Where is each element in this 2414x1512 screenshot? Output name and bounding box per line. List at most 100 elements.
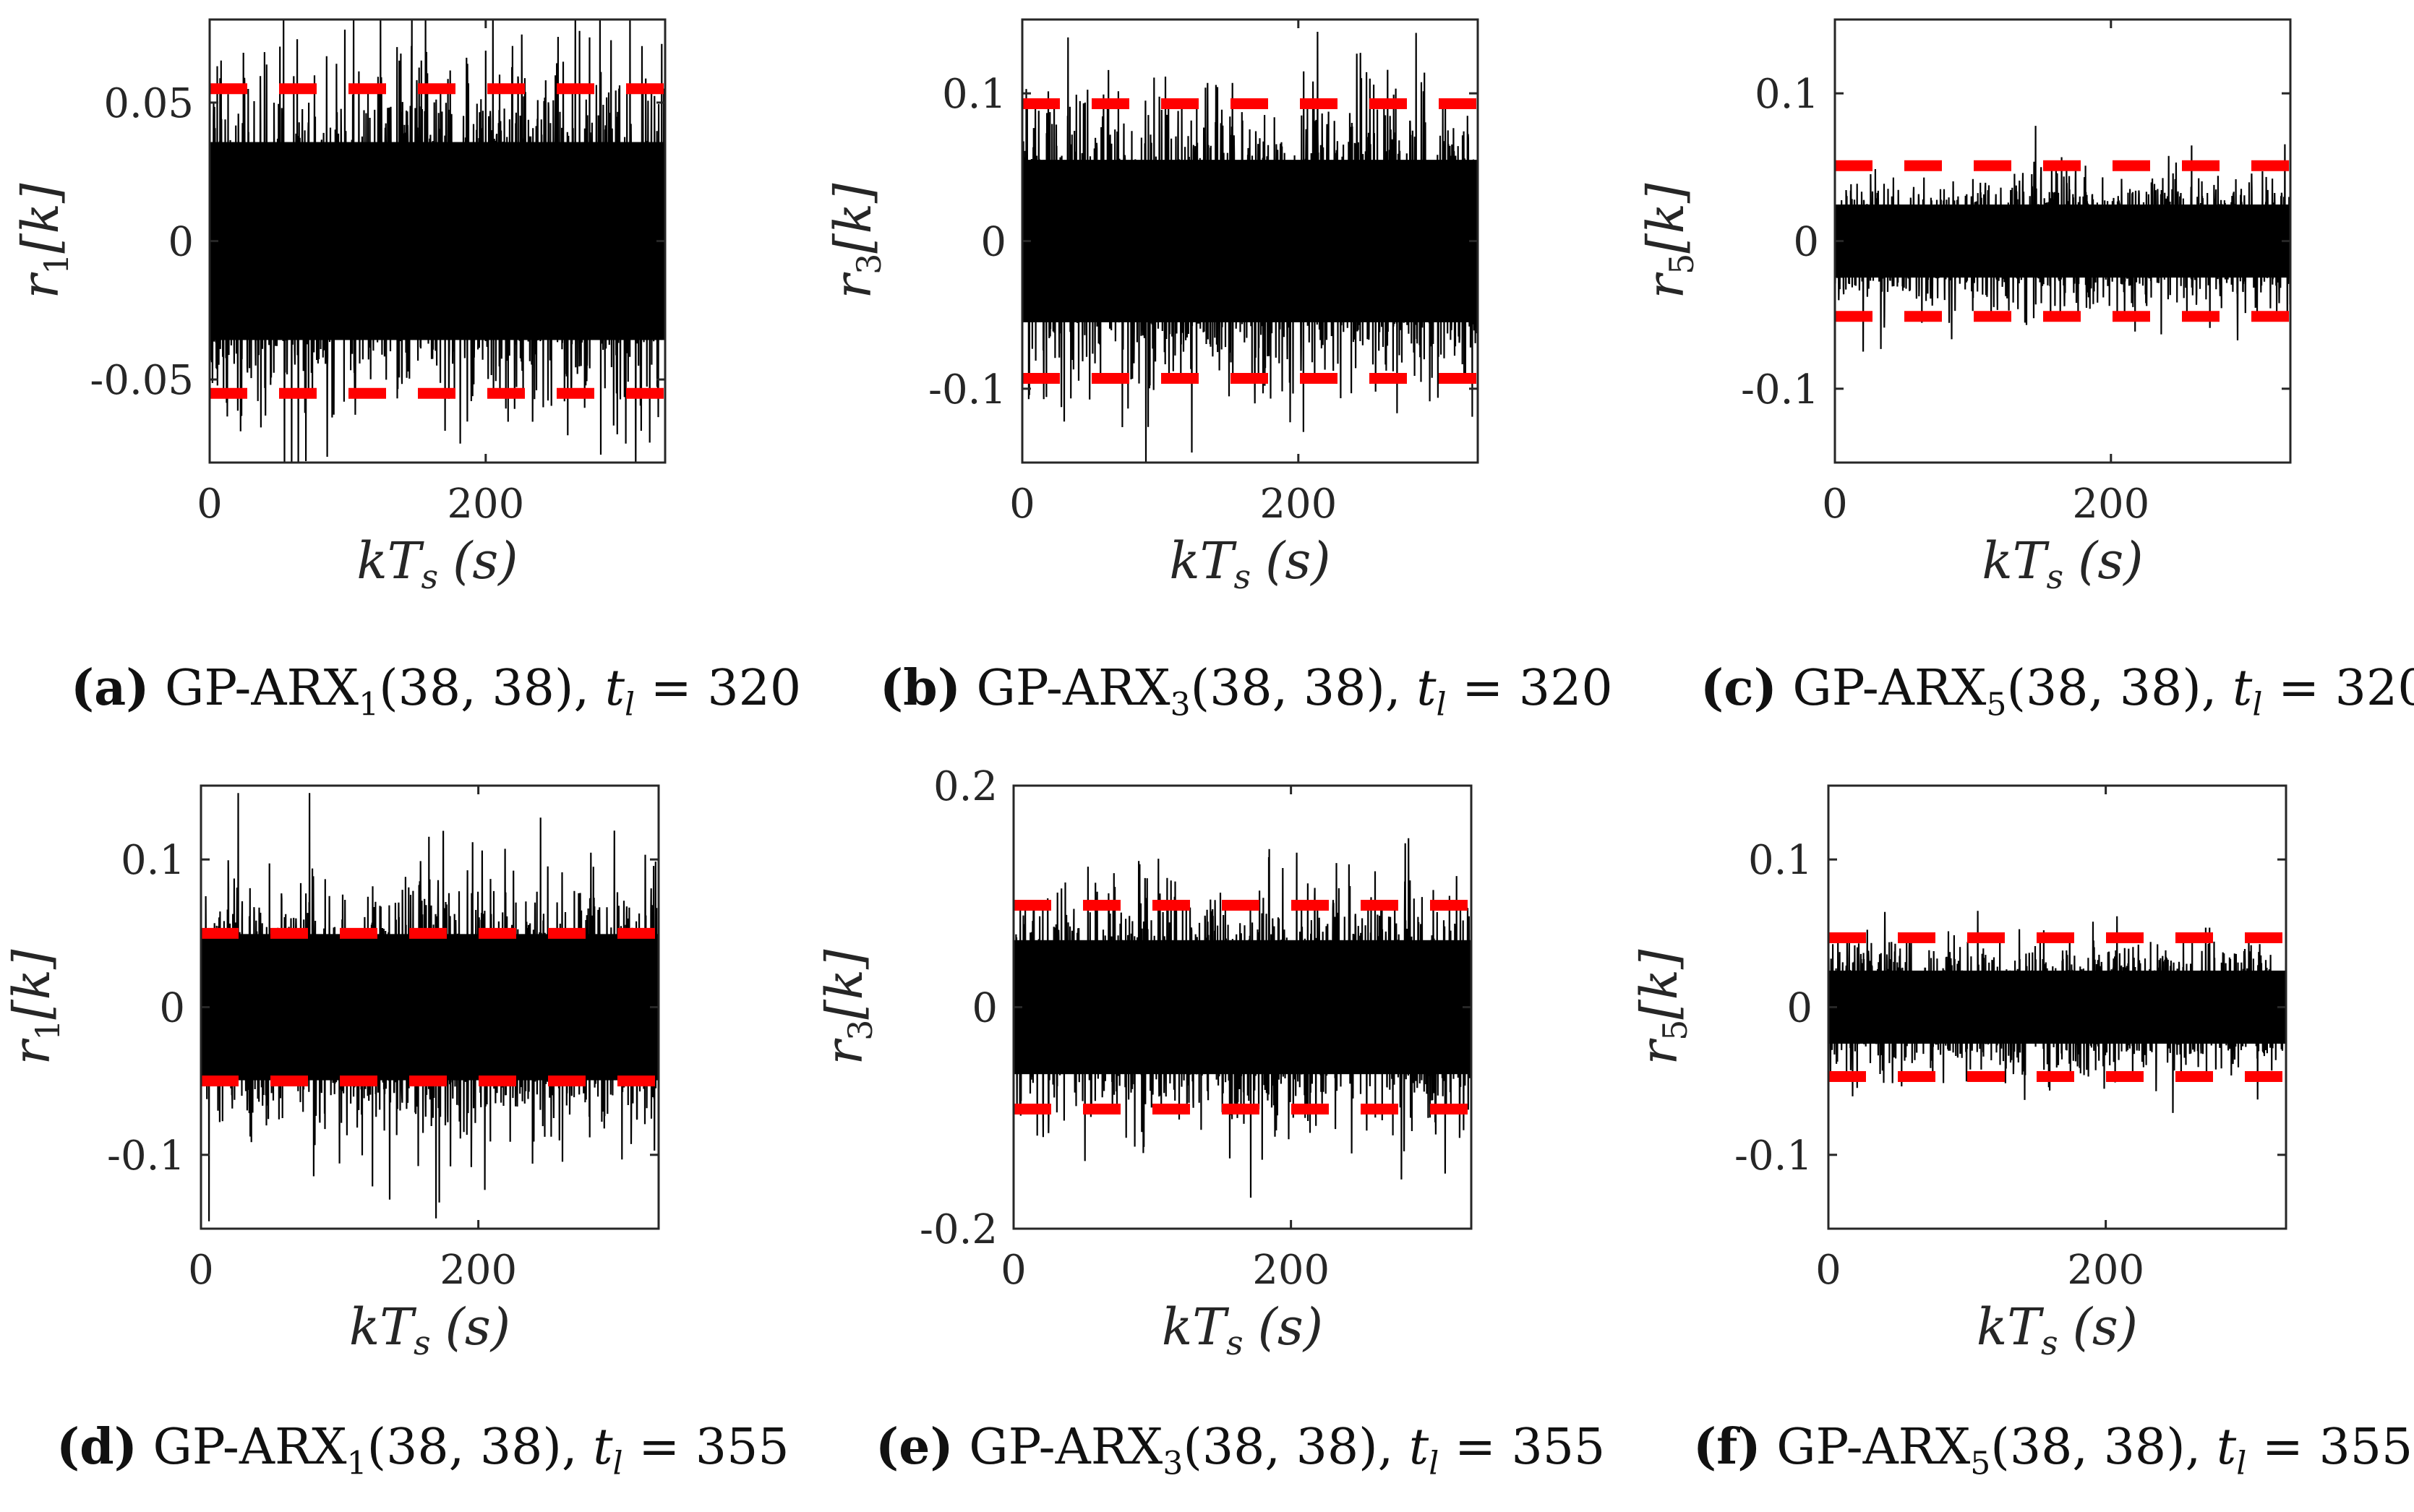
caption-eq: = 320 — [650, 660, 802, 717]
x-tick-label: 0 — [1001, 1247, 1027, 1294]
x-axis-label-sub: s — [2046, 557, 2063, 596]
residual-core — [1022, 160, 1478, 322]
x-axis-label-unit: (s) — [1265, 531, 1331, 590]
plot-data — [1828, 911, 2286, 1113]
caption-eq: = 355 — [2261, 1419, 2413, 1476]
caption-t-sub: l — [2252, 686, 2263, 723]
x-tick-label: 200 — [2067, 1247, 2144, 1294]
y-axis-label-arg: [k] — [2, 949, 61, 1020]
x-axis-label-sub: s — [414, 1323, 431, 1362]
x-axis-label: kTs (s) — [349, 1297, 510, 1362]
y-axis-label-arg: [k] — [11, 183, 70, 254]
y-tick-label: 0 — [972, 985, 998, 1032]
y-axis-label-var: r — [2, 1038, 61, 1065]
y-axis-label-var: r — [823, 272, 883, 298]
plot-data — [201, 793, 659, 1221]
chart-a: 0 200 0.05 0 -0.05 kTs (s) r1[k] — [11, 18, 667, 596]
caption-t: t — [604, 660, 625, 717]
y-tick-label: -0.2 — [920, 1206, 998, 1253]
caption-d: (d) GP-ARX1(38, 38), tl = 355 — [56, 1418, 789, 1482]
caption-t: t — [2233, 660, 2253, 717]
caption-eq: = 355 — [1454, 1419, 1606, 1476]
panel-a: 0 200 0.05 0 -0.05 kTs (s) r1[k] (a) GP-ARX1(38… — [0, 0, 805, 755]
x-tick-label: 0 — [1815, 1247, 1841, 1294]
x-axis-label-main: kT — [1162, 1297, 1229, 1357]
y-tick-label: 0 — [168, 219, 194, 266]
plot-data — [1835, 126, 2290, 352]
caption-model-sub: 1 — [346, 1445, 367, 1482]
y-axis-label: r1[k] — [2, 949, 67, 1065]
chart-c: 0 200 0.1 0 -0.1 kTs (s) r5[k] — [1636, 18, 2292, 596]
x-axis-label: kTs (s) — [1169, 531, 1330, 596]
x-axis-label: kTs (s) — [1977, 1297, 2138, 1362]
y-axis-label-sub: 3 — [841, 1020, 880, 1041]
caption-args: (38, 38), — [367, 1419, 578, 1476]
x-tick-label: 0 — [188, 1247, 214, 1294]
x-tick-label: 200 — [440, 1247, 517, 1294]
caption-model-sub: 3 — [1170, 686, 1191, 723]
caption-f: (f) GP-ARX5(38, 38), tl = 355 — [1693, 1418, 2413, 1482]
caption-t-sub: l — [1429, 1445, 1439, 1482]
x-axis-label-main: kT — [349, 1297, 416, 1357]
caption-t-sub: l — [612, 1445, 623, 1482]
caption-model-sub: 3 — [1163, 1445, 1184, 1482]
residual-core — [210, 142, 665, 340]
x-axis-label-main: kT — [1169, 531, 1236, 590]
caption-model: GP-ARX — [1776, 1419, 1971, 1476]
y-axis-label-sub: 1 — [37, 254, 76, 275]
y-tick-label: 0.1 — [942, 71, 1006, 118]
caption-eq: = 320 — [2278, 660, 2414, 717]
x-axis-label-sub: s — [2041, 1323, 2058, 1362]
x-axis-label-sub: s — [421, 557, 438, 596]
caption-t-sub: l — [625, 686, 635, 723]
x-axis-label-unit: (s) — [2078, 531, 2144, 590]
x-axis-label-unit: (s) — [2073, 1297, 2139, 1357]
y-tick-label: 0.1 — [121, 837, 185, 884]
caption-letter: (d) — [56, 1418, 137, 1476]
y-tick-label: 0.1 — [1748, 837, 1812, 884]
caption-a: (a) GP-ARX1(38, 38), tl = 320 — [71, 659, 801, 723]
x-axis-label: kTs (s) — [1162, 1297, 1323, 1362]
residual-core — [1835, 204, 2290, 278]
caption-args: (38, 38), — [2006, 660, 2217, 717]
caption-model-sub: 5 — [1986, 686, 2007, 723]
caption-model: GP-ARX — [969, 1419, 1163, 1476]
caption-model: GP-ARX — [165, 660, 359, 717]
caption-model: GP-ARX — [976, 660, 1170, 717]
y-axis-label-var: r — [1636, 272, 1695, 298]
y-tick-label: -0.1 — [1734, 1133, 1812, 1180]
residual-core — [201, 934, 659, 1081]
y-tick-label: 0 — [159, 985, 185, 1032]
y-axis-label-sub: 1 — [28, 1020, 67, 1041]
y-axis-label: r5[k] — [1636, 183, 1701, 298]
y-tick-label: -0.1 — [107, 1133, 185, 1180]
panel-d: 0 200 0.1 0 -0.1 kTs (s) r1[k] (d) GP-ARX1(38, … — [0, 755, 805, 1509]
residual-core — [1014, 940, 1471, 1075]
caption-args: (38, 38), — [379, 660, 590, 717]
caption-letter: (f) — [1693, 1418, 1761, 1476]
y-tick-label: -0.1 — [1741, 366, 1819, 413]
caption-letter: (a) — [71, 659, 150, 717]
x-tick-label: 200 — [2072, 481, 2149, 528]
caption-t: t — [593, 1419, 613, 1476]
caption-letter: (b) — [880, 659, 961, 717]
y-tick-label: -0.05 — [90, 357, 194, 404]
y-axis-label: r3[k] — [815, 949, 880, 1065]
y-axis-label-arg: [k] — [1636, 183, 1695, 254]
x-tick-label: 0 — [1822, 481, 1848, 528]
chart-f: 0 200 0.1 0 -0.1 kTs (s) r5[k] — [1630, 784, 2287, 1362]
plot-data — [1014, 838, 1471, 1198]
x-axis-label-main: kT — [356, 531, 424, 590]
caption-t: t — [1408, 1419, 1429, 1476]
x-tick-label: 200 — [1259, 481, 1337, 528]
plot-data — [1022, 31, 1478, 463]
y-tick-label: 0 — [1793, 219, 1819, 266]
caption-t-sub: l — [1436, 686, 1447, 723]
x-tick-label: 0 — [197, 481, 223, 528]
panel-b: 0 200 0.1 0 -0.1 kTs (s) r3[k] (b) GP-ARX3(38, … — [805, 0, 1613, 755]
x-axis-label-unit: (s) — [445, 1297, 511, 1357]
caption-args: (38, 38), — [1183, 1419, 1394, 1476]
chart-d: 0 200 0.1 0 -0.1 kTs (s) r1[k] — [2, 784, 660, 1362]
x-axis-label: kTs (s) — [356, 531, 518, 596]
